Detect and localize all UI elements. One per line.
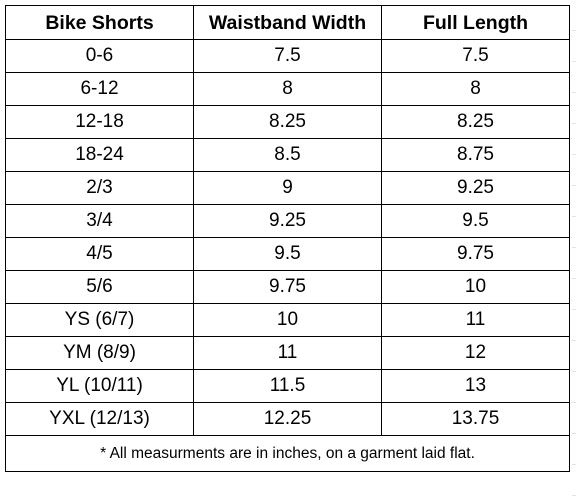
size-cell: 4/5 [5,237,194,271]
waistband-cell: 11 [193,336,382,370]
waistband-cell: 9 [193,171,382,205]
spreadsheet-gridlines [572,0,576,498]
header-row: Bike Shorts Waistband Width Full Length [5,5,570,40]
waistband-cell: 9.75 [193,270,382,304]
table-row: 0-6 7.5 7.5 [5,39,570,73]
waistband-cell: 10 [193,303,382,337]
size-cell: YXL (12/13) [5,402,194,436]
column-header-bike-shorts: Bike Shorts [5,5,194,40]
length-cell: 13 [381,369,570,403]
waistband-cell: 8 [193,72,382,106]
length-cell: 8.25 [381,105,570,139]
footnote-row: * All measurments are in inches, on a ga… [5,435,570,472]
column-header-waistband-width: Waistband Width [193,5,382,40]
table-body: 0-6 7.5 7.5 6-12 8 8 12-18 8.25 8.25 18-… [5,39,570,472]
size-cell: 3/4 [5,204,194,238]
length-cell: 8.75 [381,138,570,172]
table-row: YL (10/11) 11.5 13 [5,369,570,403]
size-cell: YS (6/7) [5,303,194,337]
table-row: 3/4 9.25 9.5 [5,204,570,238]
waistband-cell: 8.25 [193,105,382,139]
size-cell: YL (10/11) [5,369,194,403]
length-cell: 7.5 [381,39,570,73]
table-row: 6-12 8 8 [5,72,570,106]
length-cell: 9.75 [381,237,570,271]
column-header-full-length: Full Length [381,5,570,40]
length-cell: 12 [381,336,570,370]
waistband-cell: 8.5 [193,138,382,172]
waistband-cell: 11.5 [193,369,382,403]
table-row: YM (8/9) 11 12 [5,336,570,370]
length-cell: 9.5 [381,204,570,238]
size-cell: 12-18 [5,105,194,139]
size-cell: 2/3 [5,171,194,205]
table-row: 18-24 8.5 8.75 [5,138,570,172]
table-row: YXL (12/13) 12.25 13.75 [5,402,570,436]
size-cell: 0-6 [5,39,194,73]
length-cell: 9.25 [381,171,570,205]
waistband-cell: 9.25 [193,204,382,238]
table-row: 2/3 9 9.25 [5,171,570,205]
table-row: 4/5 9.5 9.75 [5,237,570,271]
size-cell: 18-24 [5,138,194,172]
waistband-cell: 7.5 [193,39,382,73]
size-cell: 6-12 [5,72,194,106]
table-row: 5/6 9.75 10 [5,270,570,304]
table-row: 12-18 8.25 8.25 [5,105,570,139]
size-cell: YM (8/9) [5,336,194,370]
length-cell: 10 [381,270,570,304]
size-cell: 5/6 [5,270,194,304]
length-cell: 11 [381,303,570,337]
footnote: * All measurments are in inches, on a ga… [5,435,570,472]
length-cell: 13.75 [381,402,570,436]
length-cell: 8 [381,72,570,106]
waistband-cell: 9.5 [193,237,382,271]
size-chart-table: Bike Shorts Waistband Width Full Length … [5,5,570,472]
table-row: YS (6/7) 10 11 [5,303,570,337]
waistband-cell: 12.25 [193,402,382,436]
